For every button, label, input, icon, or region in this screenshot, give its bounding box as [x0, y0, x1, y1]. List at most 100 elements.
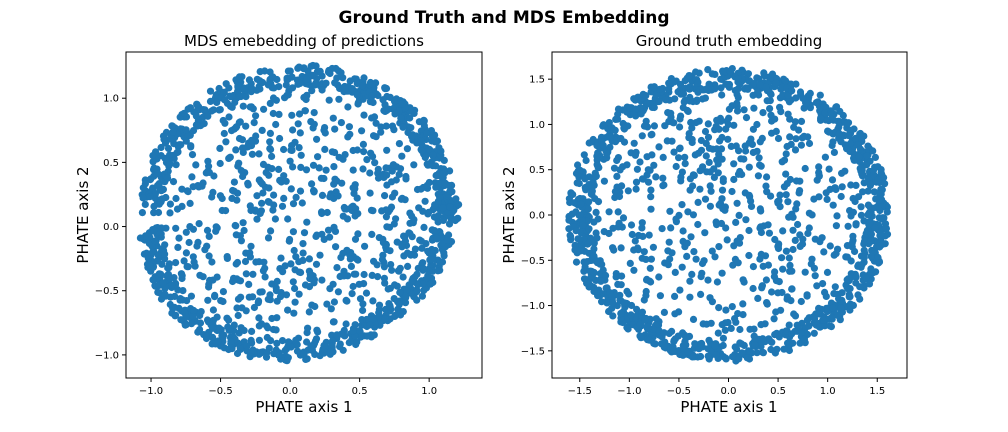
scatter-point: [874, 259, 883, 267]
scatter-point: [764, 261, 773, 269]
scatter-point: [255, 322, 263, 330]
scatter-point: [157, 187, 165, 195]
x-tick-label: 1.0: [820, 386, 836, 397]
scatter-point: [225, 154, 233, 162]
scatter-point: [846, 147, 854, 156]
scatter-point: [332, 243, 340, 251]
scatter-point: [858, 134, 866, 143]
scatter-point: [823, 268, 832, 276]
scatter-point: [749, 263, 758, 271]
scatter-point: [336, 272, 344, 281]
scatter-point: [867, 252, 875, 260]
scatter-point: [264, 234, 273, 242]
scatter-point: [736, 234, 744, 242]
scatter-point: [138, 209, 146, 217]
scatter-point: [270, 191, 278, 199]
scatter-point: [353, 91, 361, 99]
scatter-point: [381, 315, 389, 323]
scatter-point: [820, 316, 828, 324]
scatter-point: [297, 163, 305, 171]
scatter-point: [630, 95, 638, 103]
scatter-point: [734, 259, 742, 267]
scatter-point: [151, 190, 159, 198]
scatter-point: [718, 269, 726, 277]
scatter-point: [149, 247, 157, 256]
scatter-point: [593, 257, 601, 265]
scatter-point: [420, 265, 428, 273]
scatter-point: [255, 314, 263, 322]
scatter-point: [242, 93, 250, 101]
scatter-point: [671, 268, 679, 276]
scatter-point: [326, 193, 334, 201]
scatter-point: [721, 326, 729, 334]
x-axis-ticks: −1.5 −1.0 −0.5 0.0 0.5 1.0 1.5: [568, 378, 885, 397]
scatter-point: [650, 161, 658, 169]
scatter-point: [833, 212, 841, 220]
scatter-point: [403, 249, 412, 257]
scatter-point: [383, 223, 391, 231]
scatter-point: [624, 325, 632, 333]
scatter-point: [307, 62, 315, 70]
scatter-point: [735, 147, 743, 155]
scatter-point: [819, 280, 827, 288]
scatter-point: [785, 321, 793, 329]
scatter-point: [730, 160, 738, 168]
scatter-point: [271, 215, 279, 223]
scatter-point: [300, 229, 309, 237]
scatter-point: [719, 341, 727, 350]
scatter-point: [605, 133, 614, 141]
scatter-point: [802, 99, 810, 107]
scatter-point: [788, 87, 796, 95]
scatter-point: [414, 281, 422, 289]
scatter-point: [649, 243, 658, 251]
scatter-point: [614, 280, 622, 288]
scatter-point: [856, 283, 864, 291]
scatter-point: [790, 123, 798, 131]
scatter-point: [420, 121, 428, 130]
scatter-point: [725, 83, 733, 91]
scatter-point: [576, 211, 584, 219]
scatter-point: [433, 234, 441, 242]
scatter-point: [441, 179, 449, 187]
scatter-point: [697, 273, 705, 281]
scatter-point: [409, 219, 417, 227]
scatter-point: [881, 180, 889, 188]
scatter-point: [829, 138, 837, 146]
scatter-point: [708, 247, 716, 255]
scatter-point: [650, 103, 658, 112]
scatter-point: [753, 349, 761, 357]
scatter-point: [396, 288, 404, 297]
scatter-point: [852, 221, 860, 229]
scatter-point: [805, 224, 813, 232]
scatter-point: [755, 75, 763, 83]
scatter-point: [178, 202, 186, 210]
scatter-point: [321, 145, 329, 153]
scatter-point: [425, 208, 433, 216]
scatter-point: [323, 208, 331, 217]
scatter-point: [770, 273, 779, 281]
scatter-point: [656, 292, 665, 300]
scatter-point: [284, 306, 292, 314]
scatter-point: [236, 345, 244, 353]
scatter-point: [683, 252, 691, 260]
scatter-point: [318, 191, 327, 199]
scatter-point: [204, 157, 212, 165]
scatter-point: [880, 174, 888, 182]
scatter-point: [199, 273, 207, 281]
scatter-point: [706, 182, 714, 190]
scatter-point: [149, 276, 157, 284]
scatter-point: [259, 160, 268, 168]
scatter-point: [273, 277, 281, 285]
scatter-point: [445, 220, 454, 228]
scatter-point: [757, 207, 765, 215]
scatter-point: [712, 351, 720, 359]
scatter-point: [570, 199, 579, 207]
y-axis-label: PHATE axis 2: [500, 166, 518, 263]
scatter-point: [869, 167, 878, 175]
scatter-point: [320, 174, 328, 183]
scatter-point: [239, 102, 247, 110]
scatter-point: [821, 109, 829, 117]
scatter-point: [261, 273, 269, 281]
scatter-point: [169, 128, 177, 136]
scatter-point: [756, 255, 764, 263]
